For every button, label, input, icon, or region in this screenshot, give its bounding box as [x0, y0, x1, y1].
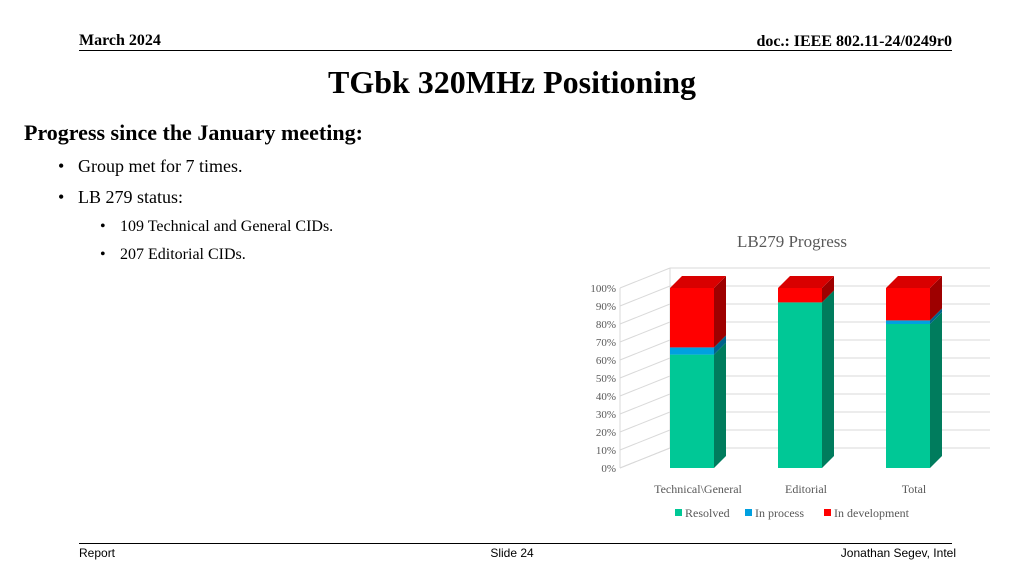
bullet-item: • Group met for 7 times.: [58, 156, 242, 177]
y-tick-label: 40%: [596, 391, 616, 403]
bullet-dot-icon: •: [58, 187, 65, 207]
legend-swatch: [824, 509, 831, 516]
legend-label: In process: [755, 506, 804, 520]
chart-title: LB279 Progress: [737, 232, 847, 251]
bullet-text: 109 Technical and General CIDs.: [120, 218, 334, 235]
y-tick-label: 60%: [596, 355, 616, 367]
bar-resolved-0-side: [714, 342, 726, 468]
sub-bullet-item: • 109 Technical and General CIDs.: [100, 218, 333, 236]
y-tick-label: 10%: [596, 445, 616, 457]
bar-resolved-2-side: [930, 312, 942, 468]
slide-subheading: Progress since the January meeting:: [24, 120, 363, 145]
bar-in-development-2: [886, 288, 930, 321]
bar-in-process-0: [670, 347, 714, 355]
legend-label: In development: [834, 506, 910, 520]
gridline-side: [619, 447, 671, 469]
y-tick-label: 80%: [596, 319, 616, 331]
legend-swatch: [745, 509, 752, 516]
bar-top-2: [886, 276, 942, 288]
bar-resolved-1-side: [822, 290, 834, 468]
bar-in-development-1-side: [822, 276, 834, 303]
gridline-side: [619, 285, 671, 307]
y-tick-label: 100%: [590, 283, 616, 295]
lb279-progress-chart: LB279 Progress 0% 10% 20% 30% 40% 50% 60% 70% 80%…: [590, 232, 990, 520]
x-category-label: Editorial: [785, 482, 828, 496]
header-doc-id: doc.: IEEE 802.11-24/0249r0: [756, 33, 952, 50]
gridline-side: [619, 303, 671, 325]
gridline-side: [619, 375, 671, 397]
gridline-side: [619, 339, 671, 361]
bar-resolved-2: [886, 324, 930, 468]
bar-top-1: [778, 276, 834, 288]
bar-in-development-0: [670, 288, 714, 348]
y-tick-label: 0%: [601, 463, 616, 475]
gridline-side: [619, 429, 671, 451]
y-tick-label: 70%: [596, 337, 616, 349]
x-category-label: Technical\General: [654, 482, 742, 496]
y-tick-label: 20%: [596, 427, 616, 439]
bullet-text: 207 Editorial CIDs.: [120, 246, 246, 263]
bullet-dot-icon: •: [100, 218, 106, 235]
bullet-dot-icon: •: [58, 156, 65, 176]
y-tick-label: 90%: [596, 301, 616, 313]
footer-author: Jonathan Segev, Intel: [840, 546, 956, 560]
legend-label: Resolved: [685, 506, 730, 520]
bar-in-development-2-side: [930, 276, 942, 321]
header-date: March 2024: [79, 32, 161, 49]
footer-left: Report: [79, 546, 116, 560]
bar-in-process-0-side: [714, 335, 726, 355]
bar-in-development-0-side: [714, 276, 726, 348]
footer-divider: [79, 543, 952, 544]
legend-swatch: [675, 509, 682, 516]
gridline-side: [619, 267, 671, 289]
bullet-text: Group met for 7 times.: [78, 156, 243, 176]
bar-top-0: [670, 276, 726, 288]
bullet-dot-icon: •: [100, 246, 106, 263]
bar-resolved-1: [778, 302, 822, 468]
bullet-text: LB 279 status:: [78, 187, 184, 207]
gridline-side: [619, 393, 671, 415]
y-tick-label: 50%: [596, 373, 616, 385]
bar-in-process-2: [886, 320, 930, 324]
sub-bullet-item: • 207 Editorial CIDs.: [100, 246, 246, 264]
gridline-side: [619, 357, 671, 379]
bar-in-process-2-side: [930, 308, 942, 324]
bar-resolved-0: [670, 354, 714, 468]
gridline-side: [619, 411, 671, 433]
gridline-side: [619, 321, 671, 343]
y-tick-label: 30%: [596, 409, 616, 421]
bullet-item: • LB 279 status:: [58, 187, 183, 208]
slide-title: TGbk 320MHz Positioning: [327, 64, 697, 100]
bar-in-development-1: [778, 288, 822, 303]
footer-slide-number: Slide 24: [490, 546, 534, 560]
header-divider: [79, 50, 952, 51]
x-category-label: Total: [902, 482, 927, 496]
